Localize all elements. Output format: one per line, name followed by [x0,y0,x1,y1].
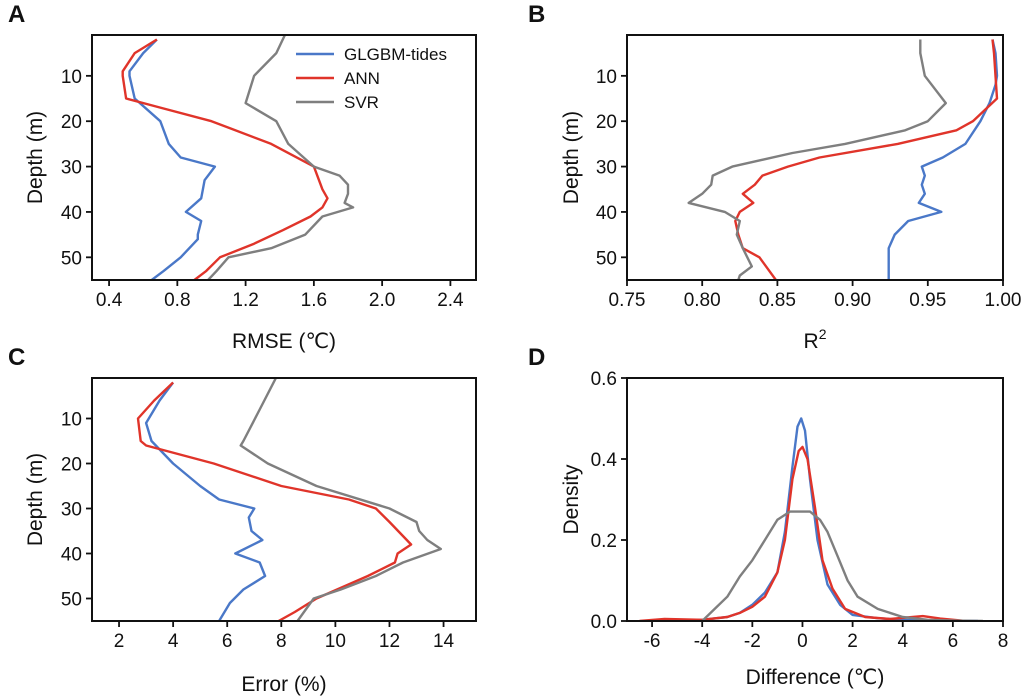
y-tick-label: 0.4 [591,450,618,471]
y-tick-label: 30 [61,500,82,521]
legend: GLGBM-tides ANN SVR [296,45,447,112]
plot-frame [626,34,1004,281]
series-line-svr-c [239,378,442,621]
series-line-svr-b [687,39,947,280]
x-tick-label: 2 [114,631,125,652]
series-line-ann-a [121,38,329,280]
series-line-svr-a [207,35,355,280]
x-tick-label: 0.8 [164,290,190,311]
panel-label: D [528,344,545,371]
x-tick-label: 0.75 [609,290,646,311]
x-axis-label: Difference (℃) [746,666,885,689]
y-tick-label: 0.0 [591,612,617,633]
x-tick-label: 2 [847,631,858,652]
x-tick-label: 4 [897,631,908,652]
x-axis-label: Error (%) [241,673,326,696]
x-tick-label: -2 [744,631,761,652]
x-tick-label: 0.85 [759,290,796,311]
y-axis-label: Depth (m) [560,111,583,204]
legend-label: ANN [344,69,380,88]
x-tick-label: 2.4 [437,290,464,311]
panel-label: C [8,344,25,371]
y-tick-label: 20 [596,112,617,133]
series-line-glgbm-tides-a [128,38,217,280]
y-tick-label: 50 [61,590,82,611]
y-tick-label: 10 [596,67,617,88]
y-tick-label: 20 [61,112,82,133]
y-tick-label: 20 [61,455,82,476]
panel-d: -6 -4 -2 0 2 4 6 8 0.0 0.2 0.4 0.6 Difference (℃) Den… [528,344,1008,689]
series-line-glgbm-tides-b [887,39,999,280]
x-tick-label: -6 [644,631,661,652]
x-tick-label: 0.90 [834,290,871,311]
x-tick-label: 0.80 [684,290,721,311]
series-line-ann-d [639,445,966,621]
y-axis-label: Depth (m) [24,111,47,204]
y-tick-label: 10 [61,67,82,88]
series-line-glgbm-tides-c [144,381,267,621]
x-tick-label: 6 [222,631,233,652]
y-tick-label: 10 [61,410,82,431]
x-tick-label: 1.2 [232,290,258,311]
x-tick-label: 14 [433,631,455,652]
x-tick-label: 0.95 [909,290,946,311]
x-axis-label: R2 [804,326,827,353]
series-line-glgbm-tides-d [652,417,978,621]
panel-c: 2 4 6 8 10 12 14 10 20 30 40 50 Error (%) Depth (m) C [8,344,477,696]
x-tick-label: 12 [379,631,400,652]
y-tick-label: 0.6 [591,369,617,390]
x-tick-label: 10 [325,631,346,652]
y-tick-label: 50 [596,248,617,269]
x-tick-label: 0 [797,631,808,652]
y-tick-label: 30 [61,158,82,179]
panel-b: 0.75 0.80 0.85 0.90 0.95 1.00 10 20 30 40 50 R2 Dept… [528,1,1021,353]
x-tick-label: 4 [168,631,179,652]
y-axis-label: Depth (m) [24,453,47,546]
plot-frame [91,377,477,622]
x-tick-label: 6 [948,631,959,652]
y-tick-label: 30 [596,158,617,179]
x-tick-label: 8 [276,631,287,652]
panel-a: 0.4 0.8 1.2 1.6 2.0 2.4 10 20 30 40 50 RMSE (℃) Dept… [8,1,477,353]
y-tick-label: 0.2 [591,531,617,552]
y-tick-label: 40 [61,545,82,566]
panel-label: B [528,1,545,28]
x-tick-label: 0.4 [96,290,123,311]
plot-frame [626,377,1004,622]
legend-label: SVR [344,93,379,112]
x-tick-label: 1.6 [301,290,327,311]
x-tick-label: 1.00 [985,290,1022,311]
y-tick-label: 50 [61,248,82,269]
panel-label: A [8,1,25,28]
x-tick-label: 8 [998,631,1009,652]
series-line-svr-d [701,510,983,621]
legend-label: GLGBM-tides [344,45,447,64]
plot-frame [91,34,477,281]
series-line-ann-c [136,381,413,621]
y-axis-label: Density [560,464,583,535]
series-line-ann-b [734,39,999,280]
x-tick-label: -4 [694,631,711,652]
y-tick-label: 40 [596,203,617,224]
y-tick-label: 40 [61,203,82,224]
x-tick-label: 2.0 [369,290,395,311]
x-axis-label: RMSE (℃) [232,330,336,353]
